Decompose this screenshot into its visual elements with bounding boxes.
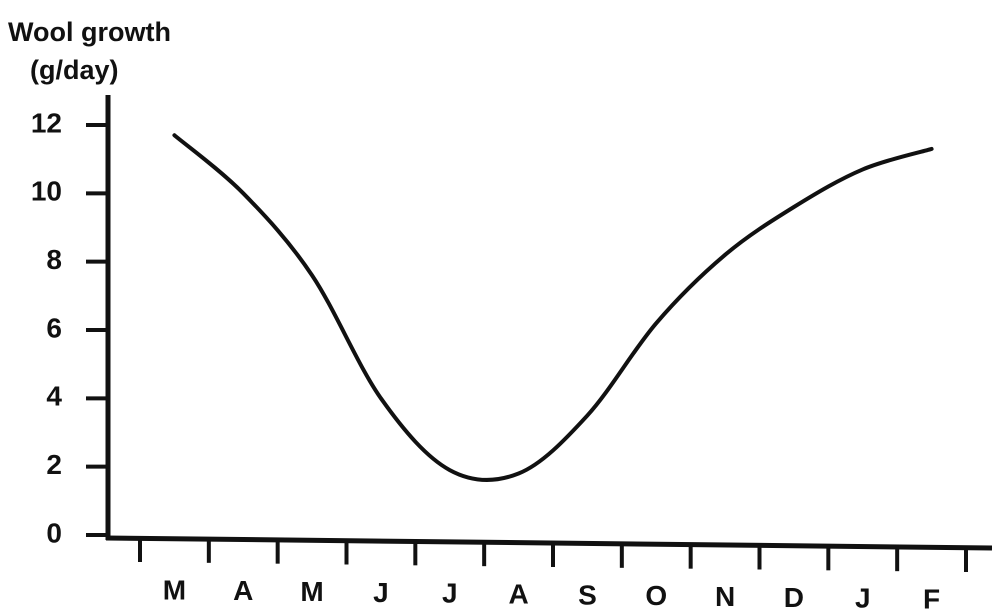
x-tick-label: J xyxy=(442,578,458,609)
y-tick-label: 12 xyxy=(31,107,62,138)
y-tick-label: 10 xyxy=(31,176,62,207)
y-tick-label: 8 xyxy=(46,244,62,275)
x-tick-label: M xyxy=(163,574,186,605)
x-tick-label: J xyxy=(855,583,871,611)
x-tick-label: A xyxy=(508,579,528,610)
x-tick-label: O xyxy=(645,580,667,611)
x-tick-label: D xyxy=(784,582,804,611)
x-tick-label: S xyxy=(578,579,597,610)
y-axis-label: Wool growth xyxy=(8,17,171,47)
y-tick-label: 0 xyxy=(46,517,62,548)
line xyxy=(172,133,934,482)
x-tick-label: A xyxy=(233,575,253,606)
x-tick-label: J xyxy=(373,577,389,608)
y-axis-label: (g/day) xyxy=(30,55,119,85)
y-tick-label: 2 xyxy=(46,449,62,480)
y-tick-label: 6 xyxy=(46,312,62,343)
x-tick-label: N xyxy=(715,581,735,611)
x-tick-label: F xyxy=(923,584,940,611)
y-tick-label: 4 xyxy=(46,381,62,412)
x-axis xyxy=(105,535,992,551)
x-tick-label: M xyxy=(300,576,323,607)
